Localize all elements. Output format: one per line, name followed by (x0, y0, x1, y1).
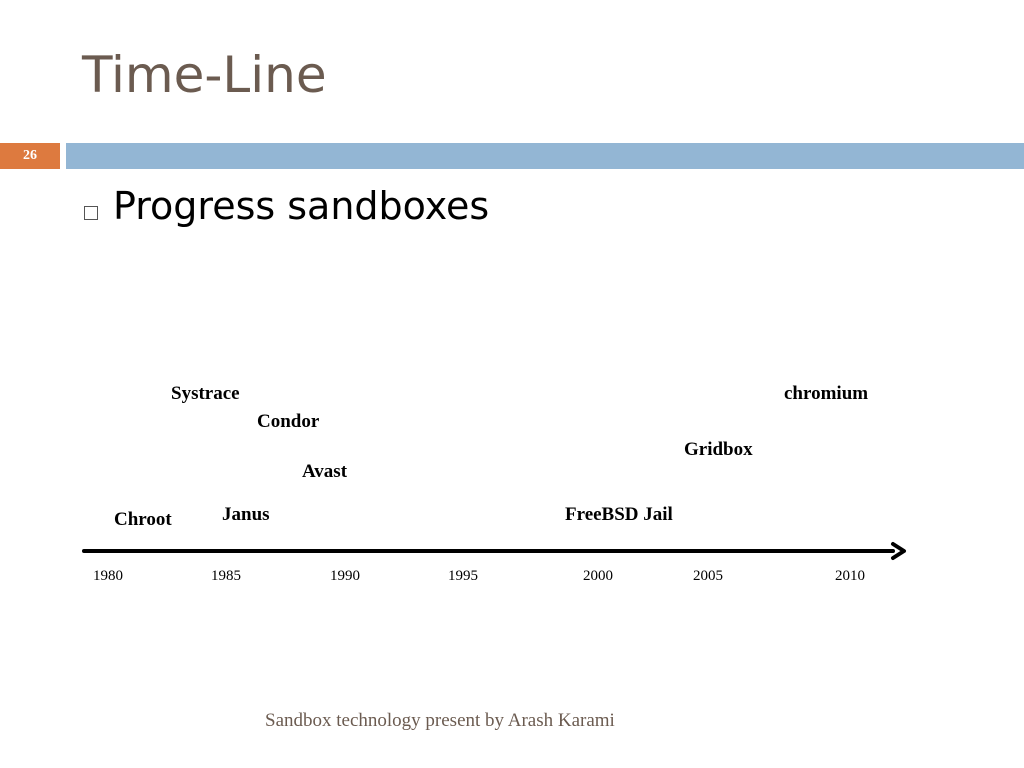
year-label-1995: 1995 (448, 568, 478, 584)
event-gridbox: Gridbox (684, 439, 753, 460)
event-freebsd-jail: FreeBSD Jail (565, 504, 673, 525)
arrow-right-icon (891, 542, 906, 560)
header-band (66, 143, 1024, 169)
year-label-2005: 2005 (693, 568, 723, 584)
event-systrace: Systrace (171, 383, 240, 404)
bullet-text: Progress sandboxes (113, 184, 490, 228)
footer-text: Sandbox technology present by Arash Kara… (265, 710, 615, 731)
page-number-badge: 26 (0, 143, 60, 169)
slide-title: Time-Line (82, 46, 327, 104)
year-label-1985: 1985 (211, 568, 241, 584)
year-label-1990: 1990 (330, 568, 360, 584)
event-janus: Janus (222, 504, 270, 525)
year-label-2010: 2010 (835, 568, 865, 584)
bullet-square-icon (84, 206, 98, 220)
event-condor: Condor (257, 411, 320, 432)
year-label-2000: 2000 (583, 568, 613, 584)
year-label-1980: 1980 (93, 568, 123, 584)
event-avast: Avast (302, 461, 348, 482)
event-chroot: Chroot (114, 509, 172, 530)
event-chromium: chromium (784, 383, 869, 404)
